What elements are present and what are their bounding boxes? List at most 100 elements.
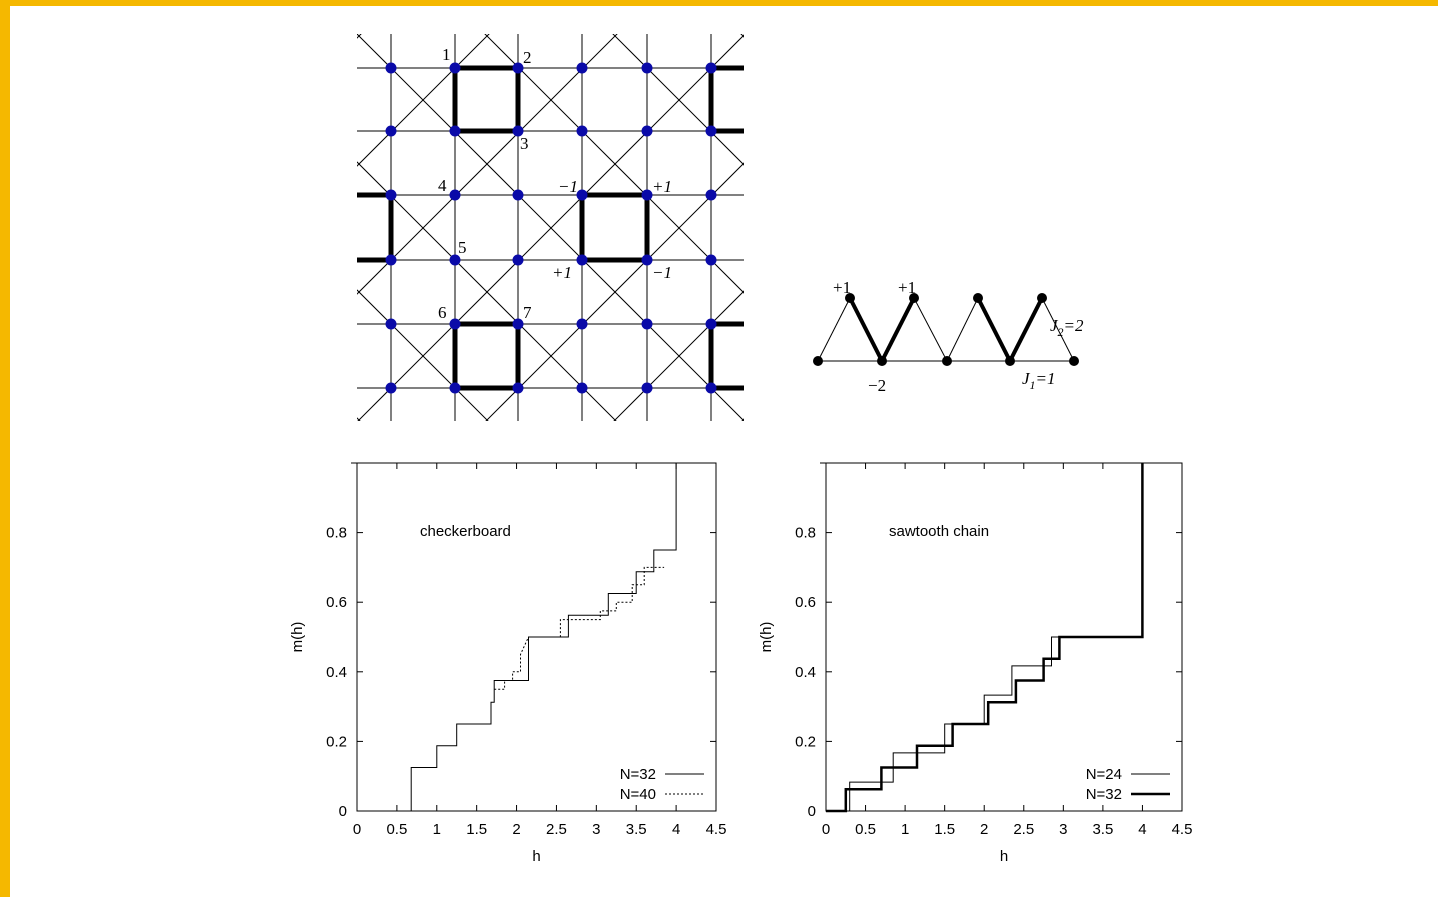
legend-entry-label: N=32 [620, 766, 656, 783]
crossed-plaquette-diagonal [710, 290, 744, 325]
chain-site [942, 356, 952, 366]
lattice-site [576, 254, 588, 266]
y-tick-label: 0.6 [326, 594, 347, 611]
x-axis-label: h [1000, 848, 1008, 865]
x-tick-label: 1 [433, 821, 441, 838]
crossed-plaquette-diagonal [390, 195, 456, 261]
crossed-plaquette-diagonal [518, 323, 584, 389]
j2-bond-line [1008, 297, 1044, 362]
x-tick-label: 1.5 [934, 821, 955, 838]
y-tick-label: 0.2 [795, 733, 816, 750]
crossed-plaquette-diagonal [582, 259, 648, 325]
crossed-plaquette-diagonal [390, 323, 456, 389]
lattice-site [449, 62, 461, 74]
crossed-plaquette-diagonal [485, 387, 520, 421]
y-tick-label: 0 [339, 803, 347, 820]
figure-canvas: 1 2 3 4 5 6 7 −1 +1 +1 −1 +1 +1 −2 J2=2 … [289, 34, 1192, 865]
lattice-site [512, 318, 524, 330]
chain-site [845, 293, 855, 303]
plaquette-sign-top-left: −1 [558, 177, 578, 196]
j2-bond-line [848, 297, 884, 362]
x-tick-label: 3.5 [1092, 821, 1113, 838]
y-tick-label: 0.2 [326, 733, 347, 750]
y-tick-label: 0.8 [326, 525, 347, 542]
crossed-plaquette-diagonal [357, 34, 362, 39]
y-axis-label: m(h) [289, 622, 306, 653]
lattice-site [385, 382, 397, 394]
y-tick-label: 0 [808, 803, 816, 820]
y-tick-label: 0.4 [326, 664, 347, 681]
x-tick-label: 1 [901, 821, 909, 838]
lattice-site [512, 382, 524, 394]
x-tick-label: 0 [353, 821, 361, 838]
lattice-site [385, 62, 397, 74]
lattice-site [705, 125, 717, 137]
site-number-3: 3 [520, 134, 529, 153]
lattice-site [512, 254, 524, 266]
x-tick-label: 1.5 [466, 821, 487, 838]
crossed-plaquette-diagonal [454, 259, 520, 325]
lattice-site [705, 254, 717, 266]
thick-bracket [708, 321, 744, 391]
lattice-site [705, 189, 717, 201]
thick-bracket [357, 192, 394, 263]
x-tick-label: 3 [592, 821, 600, 838]
checkerboard-lattice [357, 34, 744, 421]
lattice-site [449, 318, 461, 330]
j2-bond-line [1041, 297, 1075, 362]
legend-entry-label: N=40 [620, 786, 656, 803]
chain-site [1037, 293, 1047, 303]
lattice-site [512, 189, 524, 201]
j2-bond-line [880, 297, 916, 362]
lattice-site [512, 125, 524, 137]
x-axis-label: h [532, 848, 540, 865]
y-tick-label: 0.4 [795, 664, 816, 681]
sawtooth-sign-top-2: +1 [898, 278, 916, 297]
lattice-site [449, 254, 461, 266]
j2-bond-line [817, 297, 851, 362]
site-number-6: 6 [438, 303, 447, 322]
crossed-plaquette-diagonal [582, 34, 618, 69]
lattice-site [705, 382, 717, 394]
y-tick-label: 0.6 [795, 594, 816, 611]
site-number-1: 1 [442, 45, 451, 64]
chain-site [877, 356, 887, 366]
crossed-plaquette-diagonal [582, 131, 648, 197]
crossed-plaquette-diagonal [454, 34, 490, 69]
chain-site [1069, 356, 1079, 366]
crossed-plaquette-diagonal [357, 131, 392, 167]
y-axis-label: m(h) [758, 622, 775, 653]
thick-square [452, 321, 521, 391]
lattice-site [512, 62, 524, 74]
crossed-plaquette-diagonal [710, 162, 744, 197]
lattice-site [641, 254, 653, 266]
x-tick-label: 2.5 [546, 821, 567, 838]
series-line-n-32 [357, 463, 677, 812]
thick-square [579, 192, 650, 263]
lattice-site [385, 254, 397, 266]
chain-site [1005, 356, 1015, 366]
crossed-plaquette-diagonal [357, 259, 392, 295]
crossed-plaquette-diagonal [357, 387, 392, 421]
lattice-site [576, 62, 588, 74]
crossed-plaquette-diagonal [646, 195, 712, 261]
x-tick-label: 2 [512, 821, 520, 838]
sawtooth-sign-bottom: −2 [868, 376, 886, 395]
x-tick-label: 2.5 [1013, 821, 1034, 838]
series-line-n-32 [826, 463, 1144, 813]
lattice-sites [385, 62, 717, 394]
lattice-site [385, 189, 397, 201]
j1-label: J1=1 [1022, 369, 1056, 392]
lattice-site [449, 125, 461, 137]
crossed-plaquette-diagonal [613, 387, 648, 421]
j2-bond-line [913, 297, 948, 362]
x-tick-label: 4.5 [706, 821, 727, 838]
crossed-plaquette-diagonal [390, 67, 456, 133]
chain-site [973, 293, 983, 303]
crossed-plaquette-diagonal [357, 34, 392, 69]
crossed-plaquette-diagonal [741, 418, 744, 421]
x-tick-label: 4 [1138, 821, 1146, 838]
lattice-site [705, 62, 717, 74]
lattice-site [449, 382, 461, 394]
legend-entry-label: N=24 [1086, 766, 1122, 783]
